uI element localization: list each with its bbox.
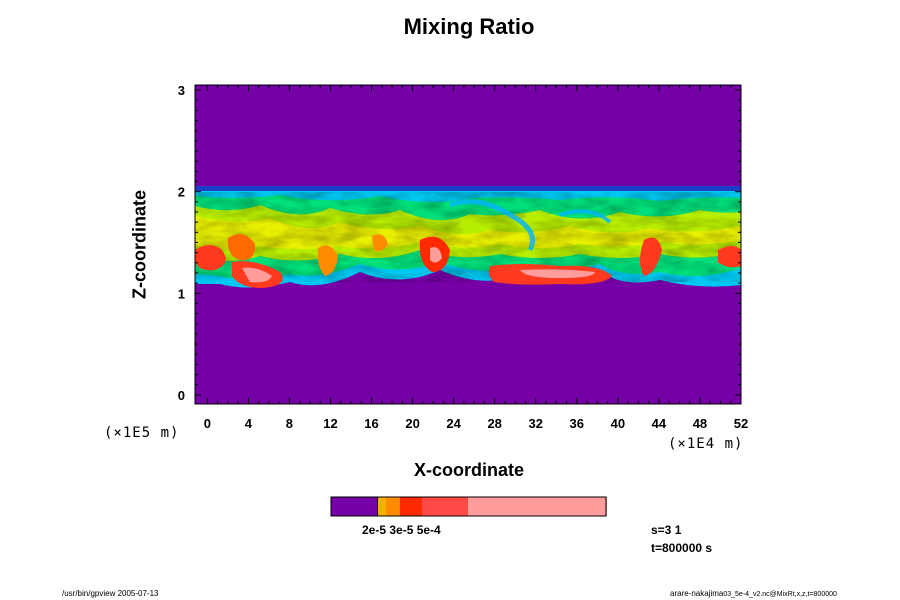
x-tick-label: 28 — [487, 416, 501, 431]
heatmap-field — [195, 85, 741, 404]
footer-right: arare-nakajima03_5e-4_v2.nc@MixRt,x,z,t=… — [670, 589, 837, 598]
colorbar-segment — [331, 497, 377, 516]
x-tick-label: 16 — [364, 416, 378, 431]
colorbar-segment — [386, 497, 400, 516]
chart-title: Mixing Ratio — [403, 14, 535, 39]
x-tick-label: 40 — [611, 416, 625, 431]
y-scale-label: (×1E5 m) — [104, 425, 180, 441]
footer-left: /usr/bin/gpview 2005-07-13 — [62, 589, 159, 598]
x-tick-label: 44 — [652, 416, 667, 431]
x-tick-label: 24 — [446, 416, 461, 431]
colorbar-segment — [378, 497, 386, 516]
x-tick-label: 36 — [570, 416, 584, 431]
colorbar-segment — [400, 497, 422, 516]
x-tick-label: 20 — [405, 416, 419, 431]
turbulence-texture — [195, 192, 741, 282]
colorbar-segment — [377, 497, 378, 516]
colorbar-segment — [422, 497, 468, 516]
layer-top-edge — [195, 186, 741, 192]
x-tick-label: 4 — [245, 416, 253, 431]
footer-right-main: arare-nakajima — [670, 589, 724, 598]
annotation-s: s=3 1 — [651, 523, 682, 537]
x-tick-label: 52 — [734, 416, 748, 431]
y-tick-label: 1 — [178, 286, 185, 301]
y-axis-ticks: 0 1 2 3 — [178, 83, 741, 403]
plot-frame — [194, 84, 742, 405]
x-tick-label: 0 — [204, 416, 211, 431]
cyan-streak — [559, 209, 612, 224]
x-scale-label: (×1E4 m) — [668, 436, 744, 452]
high-ratio-patches — [195, 234, 741, 288]
annotation-t: t=800000 s — [651, 541, 713, 555]
x-tick-label: 48 — [693, 416, 707, 431]
cyan-streak — [449, 199, 535, 252]
colorbar-segment — [468, 497, 607, 516]
footer-right-small: 03_5e-4_v2.nc@MixRt,x,z,t=800000 — [723, 591, 837, 598]
y-tick-label: 2 — [178, 185, 185, 200]
x-tick-label: 32 — [529, 416, 543, 431]
x-axis-label: X-coordinate — [413, 460, 524, 480]
x-tick-label: 12 — [323, 416, 337, 431]
y-tick-label: 3 — [178, 83, 185, 98]
colorbar — [331, 497, 607, 516]
x-tick-label: 8 — [286, 416, 293, 431]
x-axis-ticks: 0 4 8 12 16 20 24 28 32 36 40 44 48 52 — [204, 85, 748, 431]
y-tick-label: 0 — [178, 388, 185, 403]
colorbar-frame — [330, 496, 607, 517]
colorbar-labels: 2e-5 3e-5 5e-4 — [362, 523, 441, 537]
